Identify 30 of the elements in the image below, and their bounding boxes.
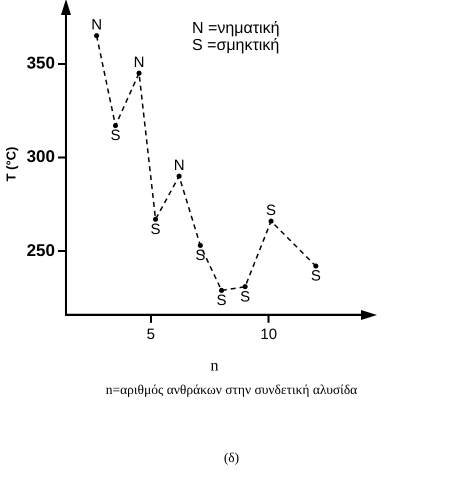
x-tick-label: 5 bbox=[146, 326, 156, 343]
annotation: S bbox=[310, 268, 321, 285]
point bbox=[242, 284, 248, 290]
text: n=αριθμός ανθράκων στην συνδετική αλυσίδα bbox=[104, 382, 358, 398]
y-tick-label: 300 bbox=[26, 147, 55, 166]
point bbox=[313, 264, 318, 269]
point bbox=[112, 123, 118, 128]
annotation: N bbox=[174, 156, 185, 174]
annotation: N bbox=[91, 16, 102, 34]
point bbox=[219, 288, 224, 293]
annotation: S bbox=[110, 127, 120, 144]
point bbox=[94, 33, 100, 38]
point bbox=[136, 70, 142, 76]
point bbox=[198, 242, 203, 248]
y-axis-title: T (°C) bbox=[3, 146, 18, 182]
annotation: S bbox=[150, 220, 161, 238]
annotation: S bbox=[266, 202, 276, 219]
y-tick-label: 350 bbox=[26, 53, 55, 72]
x-axis-title: n bbox=[210, 358, 218, 375]
text: (δ) bbox=[222, 450, 240, 466]
annotation: S =σμηκτική bbox=[192, 37, 280, 54]
annotation: S bbox=[240, 288, 250, 306]
point bbox=[268, 218, 274, 224]
y-tick-label: 250 bbox=[26, 240, 55, 260]
annotation: S bbox=[216, 292, 227, 310]
x-tick-label: 10 bbox=[260, 326, 278, 343]
point bbox=[152, 216, 158, 222]
point bbox=[176, 174, 182, 179]
annotation: N bbox=[134, 54, 144, 71]
annotation: N =νηματική bbox=[192, 20, 280, 37]
